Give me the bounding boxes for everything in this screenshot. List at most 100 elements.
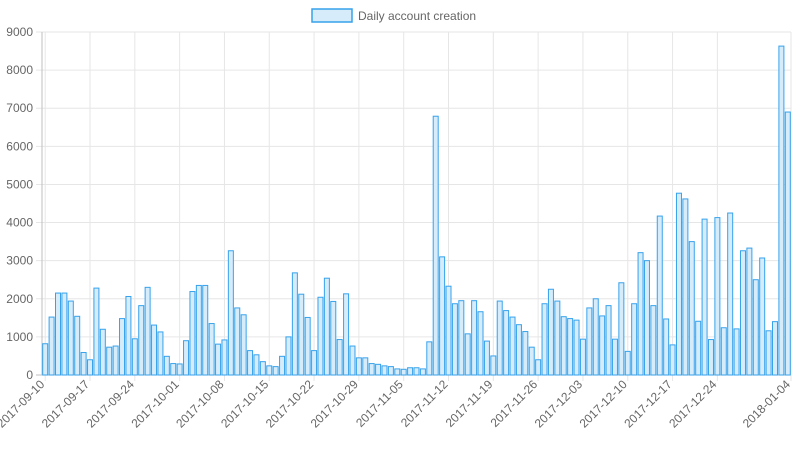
bar[interactable] [522, 331, 529, 376]
bar[interactable] [765, 330, 772, 376]
bar[interactable] [323, 277, 330, 376]
bar[interactable] [637, 252, 644, 376]
bar[interactable] [67, 300, 74, 376]
bar[interactable] [714, 217, 721, 376]
bar[interactable] [259, 361, 266, 376]
bar[interactable] [272, 366, 279, 376]
bar[interactable] [61, 292, 68, 376]
bar[interactable] [291, 272, 298, 376]
bar[interactable] [701, 218, 708, 376]
bar[interactable] [778, 45, 785, 376]
bar[interactable] [407, 367, 414, 376]
bar[interactable] [669, 344, 676, 376]
bar[interactable] [176, 363, 183, 376]
bar[interactable] [528, 346, 535, 376]
bar[interactable] [656, 215, 663, 376]
bar[interactable] [464, 333, 471, 376]
bar[interactable] [624, 350, 631, 376]
bar[interactable] [573, 319, 580, 376]
bar[interactable] [618, 282, 625, 376]
bar[interactable] [247, 350, 254, 376]
bar[interactable] [432, 115, 439, 376]
legend[interactable]: Daily account creation [311, 8, 476, 23]
bar[interactable] [349, 345, 356, 376]
bar[interactable] [554, 300, 561, 376]
bar[interactable] [535, 359, 542, 376]
bar[interactable] [483, 340, 490, 376]
bar[interactable] [285, 336, 292, 376]
bar[interactable] [490, 355, 497, 376]
bar[interactable] [458, 300, 465, 376]
bar[interactable] [471, 300, 478, 376]
bar[interactable] [42, 343, 49, 376]
bar[interactable] [112, 345, 119, 376]
bar[interactable] [599, 315, 606, 376]
bar[interactable] [336, 339, 343, 376]
bar[interactable] [355, 357, 362, 376]
bar[interactable] [138, 305, 145, 376]
bar[interactable] [752, 279, 759, 376]
bar[interactable] [368, 363, 375, 376]
bar[interactable] [541, 303, 548, 376]
bar[interactable] [695, 320, 702, 376]
bar[interactable] [650, 305, 657, 376]
bar[interactable] [387, 366, 394, 376]
bar[interactable] [80, 352, 87, 376]
bar[interactable] [439, 256, 446, 376]
bar[interactable] [631, 303, 638, 376]
bar[interactable] [643, 260, 650, 376]
bar[interactable] [266, 365, 273, 376]
bar[interactable] [611, 338, 618, 376]
bar[interactable] [99, 328, 106, 376]
bar[interactable] [771, 321, 778, 376]
bar[interactable] [739, 250, 746, 376]
bar[interactable] [515, 324, 522, 376]
bar[interactable] [746, 247, 753, 376]
bar[interactable] [119, 318, 126, 376]
bar[interactable] [48, 316, 55, 376]
bar[interactable] [240, 314, 247, 376]
bar[interactable] [400, 368, 407, 376]
bar[interactable] [215, 343, 222, 376]
bar[interactable] [157, 331, 164, 376]
bar[interactable] [451, 303, 458, 376]
bar[interactable] [131, 338, 138, 376]
bar[interactable] [727, 212, 734, 376]
bar[interactable] [55, 292, 62, 376]
bar[interactable] [87, 359, 94, 376]
bar[interactable] [547, 288, 554, 376]
bar[interactable] [381, 365, 388, 376]
bar[interactable] [688, 241, 695, 376]
bar[interactable] [343, 293, 350, 376]
bar[interactable] [279, 355, 286, 376]
bar[interactable] [592, 298, 599, 376]
bar[interactable] [163, 355, 170, 376]
bar[interactable] [234, 307, 241, 376]
bar[interactable] [189, 291, 196, 376]
bar[interactable] [567, 318, 574, 376]
bar[interactable] [362, 357, 369, 376]
bar[interactable] [759, 257, 766, 376]
bar[interactable] [503, 310, 510, 376]
bar[interactable] [784, 111, 791, 376]
bar[interactable] [663, 318, 670, 376]
bar[interactable] [477, 311, 484, 376]
bar[interactable] [720, 327, 727, 376]
bar[interactable] [170, 363, 177, 376]
bar[interactable] [579, 338, 586, 376]
bar[interactable] [586, 307, 593, 376]
bar[interactable] [445, 285, 452, 376]
bar[interactable] [253, 354, 260, 376]
bar[interactable] [560, 316, 567, 376]
bar[interactable] [330, 300, 337, 376]
bar[interactable] [227, 250, 234, 376]
bar[interactable] [707, 339, 714, 376]
bar[interactable] [682, 198, 689, 376]
bar[interactable] [304, 316, 311, 376]
bar[interactable] [605, 305, 612, 376]
bar[interactable] [394, 368, 401, 376]
bar[interactable] [106, 346, 113, 376]
bar[interactable] [675, 192, 682, 376]
bar[interactable] [125, 295, 132, 376]
bar[interactable] [413, 367, 420, 376]
